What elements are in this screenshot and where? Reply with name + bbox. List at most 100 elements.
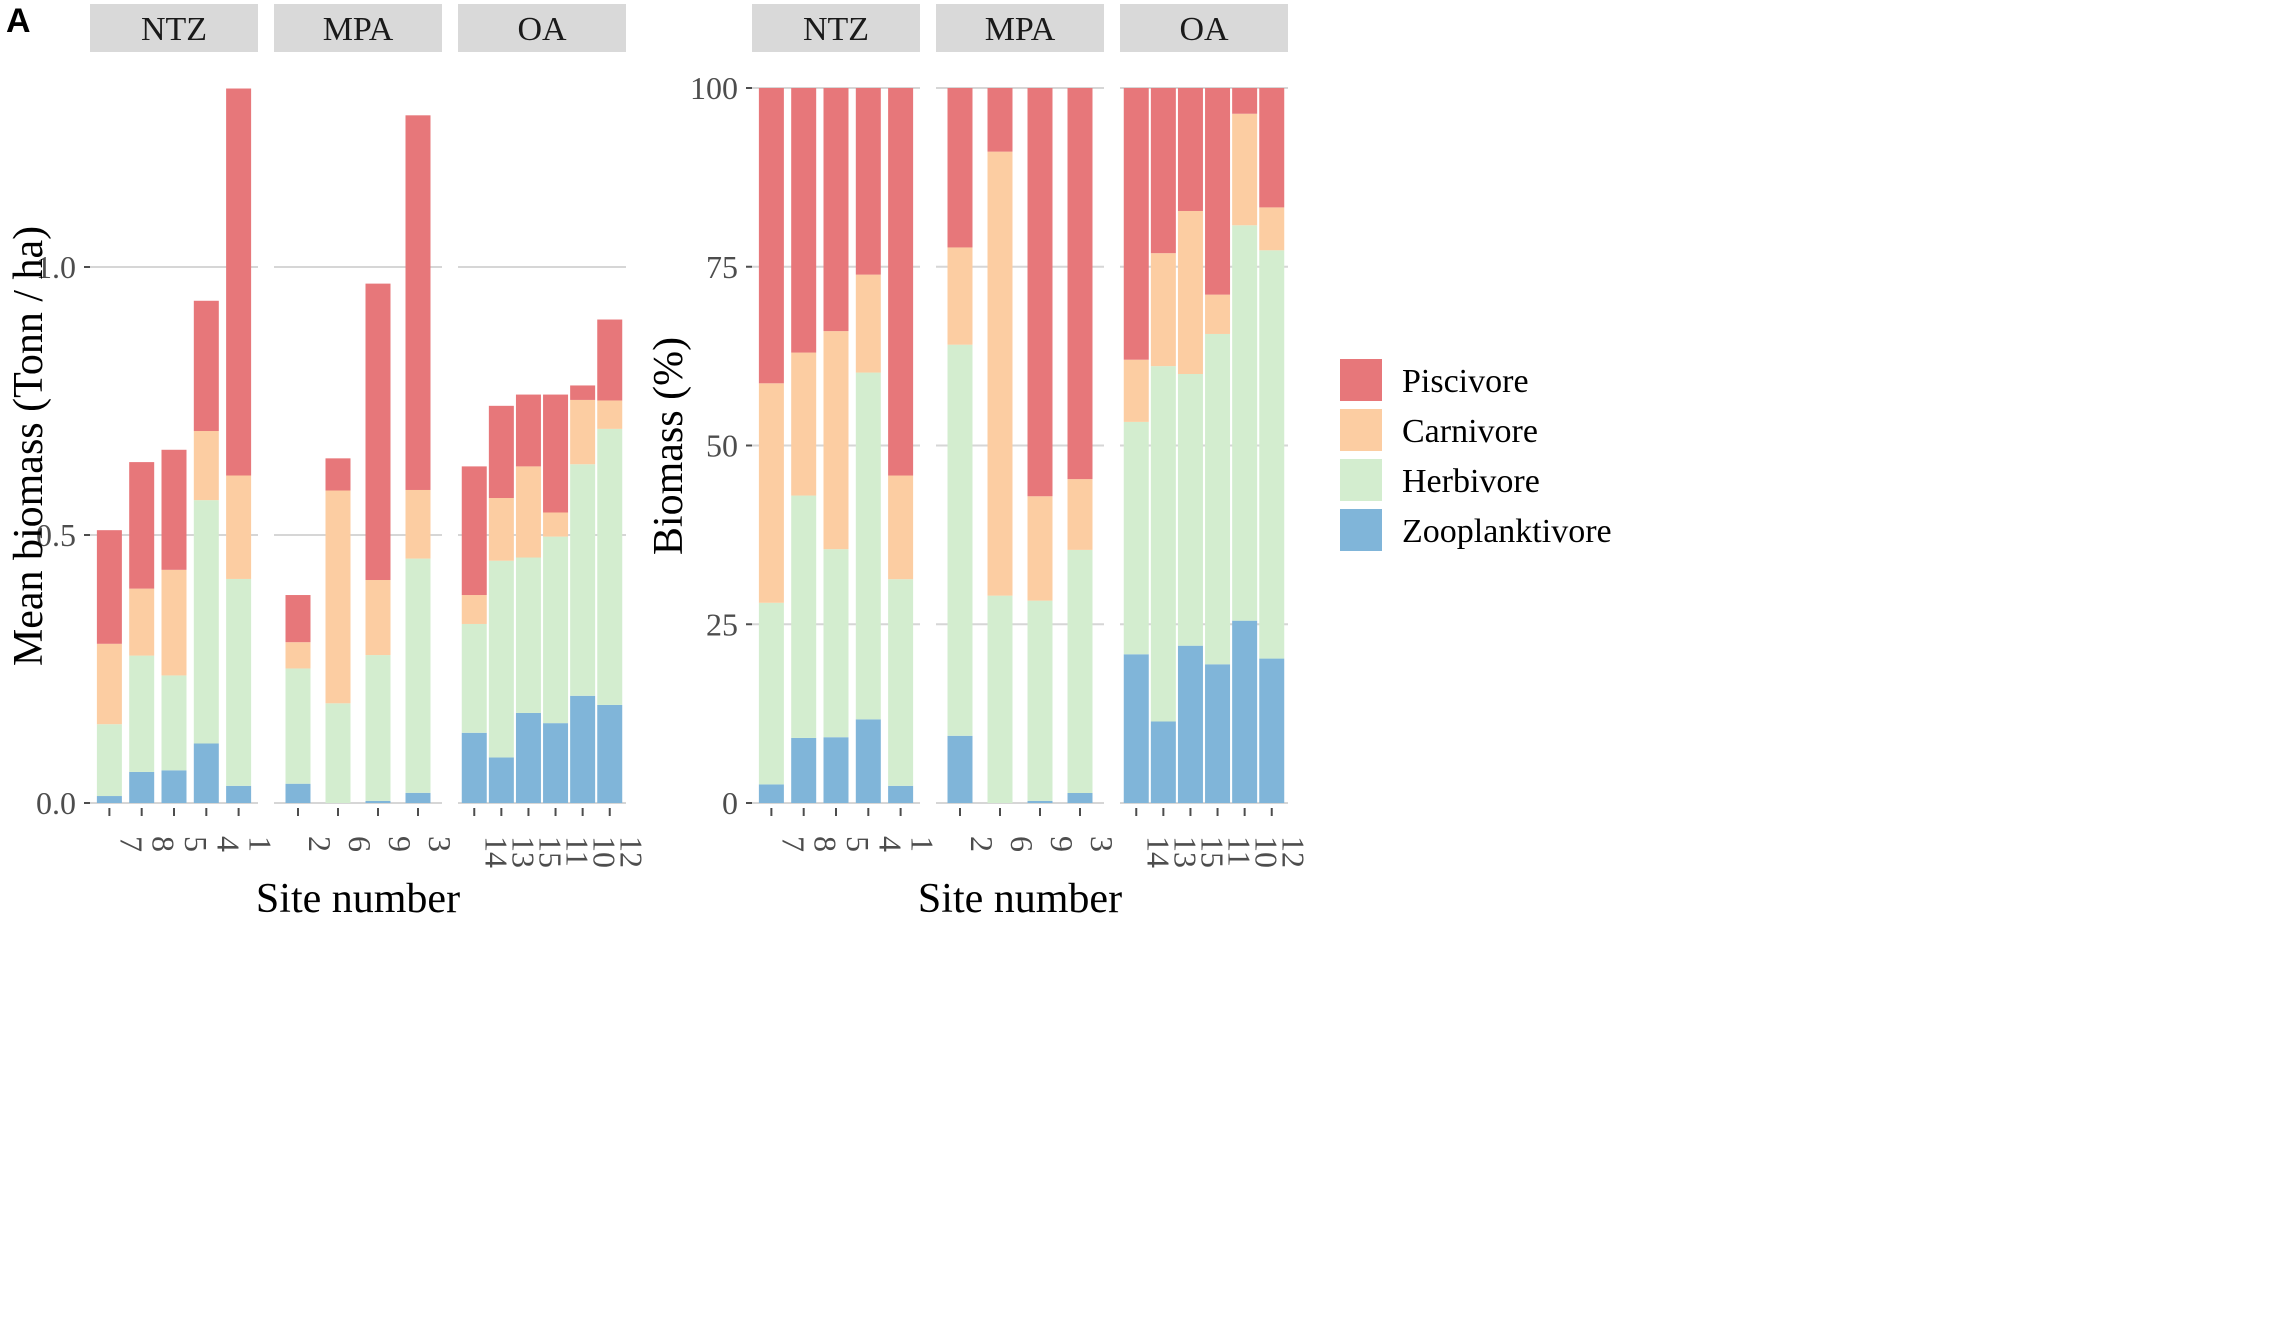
panel-b-bar-mpa-site-9-carnivore — [1027, 496, 1053, 601]
panel-b-bar-mpa-site-9-herbivore — [1027, 600, 1053, 801]
legend-key-piscivore — [1340, 359, 1382, 401]
legend-label-piscivore: Piscivore — [1402, 363, 1529, 400]
panel-a-bar-ntz-site-4-carnivore — [193, 431, 219, 501]
panel-b-bar-mpa-site-2-carnivore — [947, 247, 973, 345]
panel-b-bar-oa-site-10-carnivore — [1232, 113, 1258, 226]
panel-a-bar-oa-site-10-piscivore — [570, 385, 596, 400]
panel-a-bar-ntz-site-8-piscivore — [129, 462, 155, 589]
panel-a-bar-ntz-site-1-herbivore — [226, 578, 252, 786]
panel-b-y-axis-title: Biomass (%) — [646, 337, 692, 555]
panel-b-bar-oa-site-14-zooplanktivore — [1123, 654, 1149, 803]
panel-a-y-tick-label-0: 0.0 — [36, 785, 76, 821]
panel-a-bar-oa-site-13-zooplanktivore — [488, 757, 514, 803]
panel-a-x-tick-label-6: 6 — [342, 836, 378, 852]
panel-b-y-tick-label-2: 50 — [706, 428, 738, 464]
panel-a-y-tick-label-1: 0.5 — [36, 517, 76, 553]
legend: Piscivore Carnivore Herbivore Zooplanktivor… — [1340, 359, 1612, 551]
panel-a-x-tick-label-7: 7 — [113, 836, 149, 852]
panel-b-bar-mpa-site-3-zooplanktivore — [1067, 792, 1093, 803]
panel-b-bar-mpa-site-6-herbivore — [987, 595, 1013, 803]
panel-a-bar-mpa-site-2-zooplanktivore — [285, 783, 311, 803]
panel-a-y-tick-label-2: 1.0 — [36, 249, 76, 285]
panel-b-bar-mpa-site-2-zooplanktivore — [947, 735, 973, 803]
panel-a-bar-oa-site-11-herbivore — [543, 536, 569, 724]
panel-b-facet-label-ntz: NTZ — [803, 11, 869, 48]
panel-a-bar-oa-site-12-carnivore — [597, 400, 623, 429]
panel-a-bar-oa-site-12-herbivore — [597, 428, 623, 705]
panel-b-bar-oa-site-11-carnivore — [1205, 294, 1231, 334]
panel-a-x-tick-label-1: 1 — [243, 836, 279, 852]
panel-b-bar-ntz-site-5-herbivore — [823, 549, 849, 738]
panel-b-bar-oa-site-13-zooplanktivore — [1150, 721, 1176, 803]
panel-a-bar-ntz-site-8-zooplanktivore — [129, 771, 155, 803]
panel-a-x-tick-label-8: 8 — [146, 836, 182, 852]
panel-b-y-tick-label-4: 100 — [690, 70, 738, 106]
panel-b-bar-oa-site-13-carnivore — [1150, 253, 1176, 367]
panel-a-bar-oa-site-14-zooplanktivore — [461, 732, 487, 803]
panel-b-bar-oa-site-14-carnivore — [1123, 359, 1149, 422]
panel-a-bar-ntz-site-7-herbivore — [96, 724, 122, 797]
panel-a-x-tick-label-5: 5 — [178, 836, 214, 852]
panel-a-bar-ntz-site-4-herbivore — [193, 500, 219, 744]
panel-a-bar-mpa-site-9-herbivore — [365, 655, 391, 801]
legend-key-zooplanktivore — [1340, 509, 1382, 551]
panel-a-bar-mpa-site-3-piscivore — [405, 115, 431, 490]
legend-key-carnivore — [1340, 409, 1382, 451]
panel-b-bar-oa-site-15-piscivore — [1177, 88, 1203, 211]
legend-key-herbivore — [1340, 459, 1382, 501]
legend-label-carnivore: Carnivore — [1402, 413, 1538, 450]
panel-a-bar-ntz-site-1-carnivore — [226, 475, 252, 579]
panel-b-bar-ntz-site-1-piscivore — [888, 88, 914, 476]
panel-a-bar-mpa-site-2-carnivore — [285, 642, 311, 669]
panel-a-x-tick-label-4: 4 — [210, 836, 246, 852]
panel-a-bar-mpa-site-6-herbivore — [325, 703, 351, 803]
panel-b-bar-ntz-site-1-herbivore — [888, 579, 914, 786]
panel-b-y-tick-label-0: 0 — [722, 785, 738, 821]
panel-b-bar-ntz-site-8-carnivore — [791, 352, 817, 496]
panel-a-x-axis-title: Site number — [256, 876, 460, 922]
panel-a-bar-oa-site-15-piscivore — [515, 394, 541, 467]
panel-a-bar-ntz-site-7-carnivore — [96, 643, 122, 725]
panel-b-facet-strip-mpa — [936, 4, 1104, 52]
panel-a-bar-oa-site-12-zooplanktivore — [597, 704, 623, 803]
panel-b-x-tick-label-3: 3 — [1084, 836, 1120, 852]
panel-b-bar-mpa-site-9-piscivore — [1027, 88, 1053, 497]
panel-b-bar-oa-site-14-herbivore — [1123, 421, 1149, 655]
panel-a-bar-mpa-site-6-carnivore — [325, 490, 351, 704]
panel-a-facet-strip-oa — [458, 4, 626, 52]
panel-b-bar-oa-site-10-zooplanktivore — [1232, 620, 1258, 803]
panel-a-bar-mpa-site-9-carnivore — [365, 580, 391, 656]
panel-b-bar-ntz-site-4-zooplanktivore — [855, 719, 881, 803]
panel-b-bar-oa-site-12-zooplanktivore — [1259, 658, 1285, 803]
panel-b-bar-oa-site-12-herbivore — [1259, 250, 1285, 659]
panel-b-bar-oa-site-15-carnivore — [1177, 210, 1203, 374]
panel-b-bar-mpa-site-2-piscivore — [947, 88, 973, 248]
panel-b-x-tick-label-5: 5 — [840, 836, 876, 852]
panel-b-bar-ntz-site-7-piscivore — [758, 88, 784, 384]
panel-b-x-tick-label-1: 1 — [905, 836, 941, 852]
panel-a-bar-oa-site-14-carnivore — [461, 595, 487, 624]
panel-b-bar-oa-site-15-zooplanktivore — [1177, 645, 1203, 803]
panel-a-facet-strip-ntz — [90, 4, 258, 52]
panel-a-bar-oa-site-11-carnivore — [543, 512, 569, 537]
panel-b-bar-oa-site-10-piscivore — [1232, 88, 1258, 114]
panel-b-bar-mpa-site-9-zooplanktivore — [1027, 800, 1053, 803]
panel-b-bar-oa-site-13-piscivore — [1150, 88, 1176, 254]
panel-b-y-tick-label-1: 25 — [706, 606, 738, 642]
panel-a-facet-label-mpa: MPA — [323, 11, 394, 48]
panel-a-x-tick-label-2: 2 — [302, 836, 338, 852]
panel-a-bar-oa-site-13-piscivore — [488, 405, 514, 499]
panel-b-bar-oa-site-12-carnivore — [1259, 207, 1285, 251]
panel-b-x-tick-label-2: 2 — [964, 836, 1000, 852]
panel-a-bar-mpa-site-2-herbivore — [285, 668, 311, 784]
panel-b-x-tick-label-9: 9 — [1044, 836, 1080, 852]
panel-b-bar-ntz-site-5-piscivore — [823, 88, 849, 332]
panel-b-bar-ntz-site-7-zooplanktivore — [758, 784, 784, 803]
panel-a-bar-oa-site-14-piscivore — [461, 466, 487, 596]
panel-b-x-tick-label-15: 15 — [1194, 836, 1230, 868]
panel-a-facet-label-oa: OA — [517, 11, 567, 48]
panel-b-x-tick-label-13: 13 — [1167, 836, 1203, 868]
panel-a-bar-ntz-site-7-piscivore — [96, 530, 122, 644]
